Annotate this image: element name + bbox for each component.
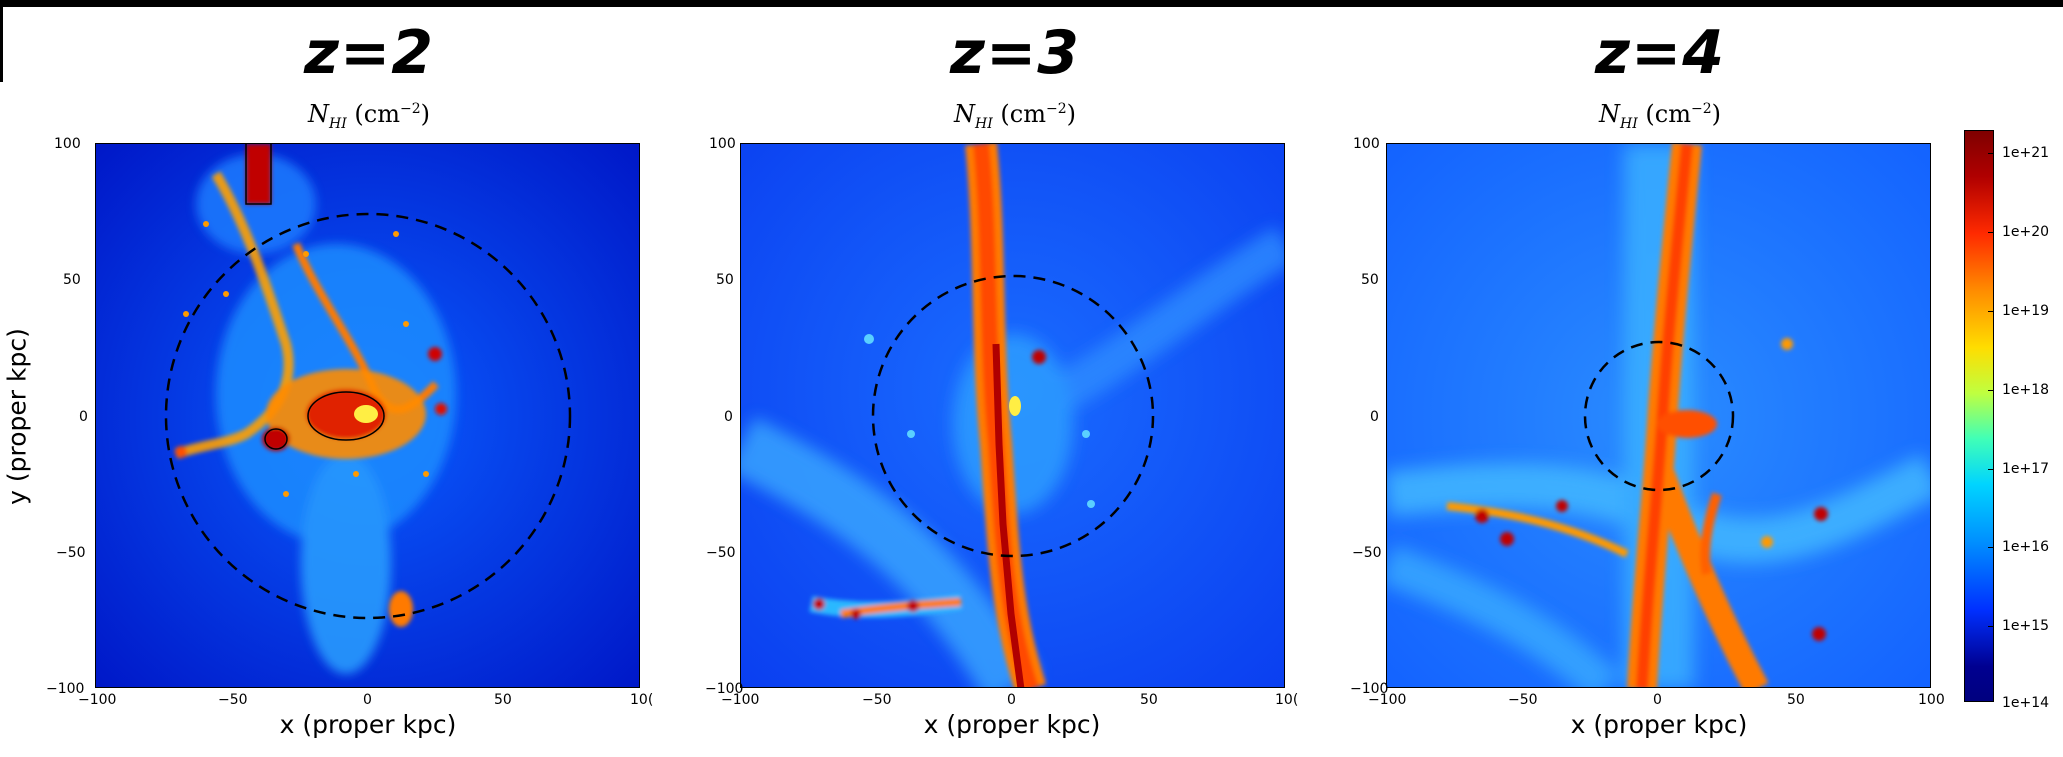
x-axis-label-1: x (proper kpc)	[279, 710, 457, 739]
x-tick-1-neg100: −100	[78, 692, 117, 708]
y-tick-3-0: 0	[1370, 409, 1379, 425]
colorbar	[1964, 130, 1994, 702]
y-tick-1-neg100: −100	[46, 681, 85, 697]
colorbar-tick-mark	[1988, 390, 1994, 391]
density-map-z4	[1386, 143, 1931, 688]
x-tick-2-0: 0	[1007, 692, 1016, 708]
colorbar-tick-mark	[1988, 232, 1994, 233]
y-tick-1-neg50: −50	[56, 545, 86, 561]
y-tick-1-0: 0	[79, 409, 88, 425]
y-tick-3-neg50: −50	[1352, 545, 1382, 561]
colorbar-label-1e20: 1e+20	[2002, 224, 2050, 240]
x-tick-1-100: 10(	[630, 692, 654, 708]
colorbar-label-1e19: 1e+19	[2002, 303, 2050, 319]
x-tick-2-neg50: −50	[862, 692, 892, 708]
panel-title-2: NHI (cm−2)	[954, 100, 1076, 132]
colorbar-tick-mark	[1988, 311, 1994, 312]
colorbar-tick-mark	[1988, 469, 1994, 470]
colorbar-label-1e17: 1e+17	[2002, 461, 2050, 477]
density-map-z3	[740, 143, 1285, 688]
x-tick-3-neg50: −50	[1508, 692, 1538, 708]
y-tick-2-neg100: −100	[705, 681, 744, 697]
x-tick-3-50: 50	[1787, 692, 1805, 708]
x-tick-3-neg100: −100	[1368, 692, 1407, 708]
density-map-z2	[95, 143, 640, 688]
y-tick-2-neg50: −50	[706, 545, 736, 561]
left-border	[0, 0, 3, 82]
x-axis-label-3: x (proper kpc)	[1570, 710, 1748, 739]
y-axis-label: y (proper kpc)	[2, 328, 32, 505]
x-tick-2-neg100: −100	[721, 692, 760, 708]
redshift-label-1: z=2	[304, 18, 434, 88]
colorbar-label-1e18: 1e+18	[2002, 382, 2050, 398]
colorbar-tick-mark	[1988, 547, 1994, 548]
colorbar-label-1e14: 1e+14	[2002, 695, 2050, 711]
colorbar-tick-mark	[1988, 626, 1994, 627]
y-tick-3-50: 50	[1361, 272, 1379, 288]
colorbar-tick-mark	[1988, 153, 1994, 154]
colorbar-label-1e16: 1e+16	[2002, 539, 2050, 555]
x-tick-2-50: 50	[1140, 692, 1158, 708]
x-tick-1-50: 50	[494, 692, 512, 708]
redshift-label-3: z=4	[1595, 18, 1725, 88]
x-tick-3-0: 0	[1653, 692, 1662, 708]
y-tick-3-neg100: −100	[1350, 681, 1389, 697]
panel-title-3: NHI (cm−2)	[1599, 100, 1721, 132]
x-tick-1-0: 0	[363, 692, 372, 708]
top-border	[0, 0, 2063, 7]
x-tick-3-100: 100	[1918, 692, 1945, 708]
y-tick-1-50: 50	[63, 272, 81, 288]
y-tick-2-100: 100	[709, 136, 736, 152]
x-axis-label-2: x (proper kpc)	[923, 710, 1101, 739]
y-tick-1-100: 100	[54, 136, 81, 152]
y-tick-2-50: 50	[716, 272, 734, 288]
colorbar-label-1e15: 1e+15	[2002, 618, 2050, 634]
x-tick-1-neg50: −50	[218, 692, 248, 708]
y-tick-2-0: 0	[724, 409, 733, 425]
y-tick-3-100: 100	[1353, 136, 1380, 152]
x-tick-2-100: 10(	[1275, 692, 1299, 708]
panel-title-1: NHI (cm−2)	[308, 100, 430, 132]
colorbar-label-1e21: 1e+21	[2002, 145, 2050, 161]
redshift-label-2: z=3	[950, 18, 1080, 88]
